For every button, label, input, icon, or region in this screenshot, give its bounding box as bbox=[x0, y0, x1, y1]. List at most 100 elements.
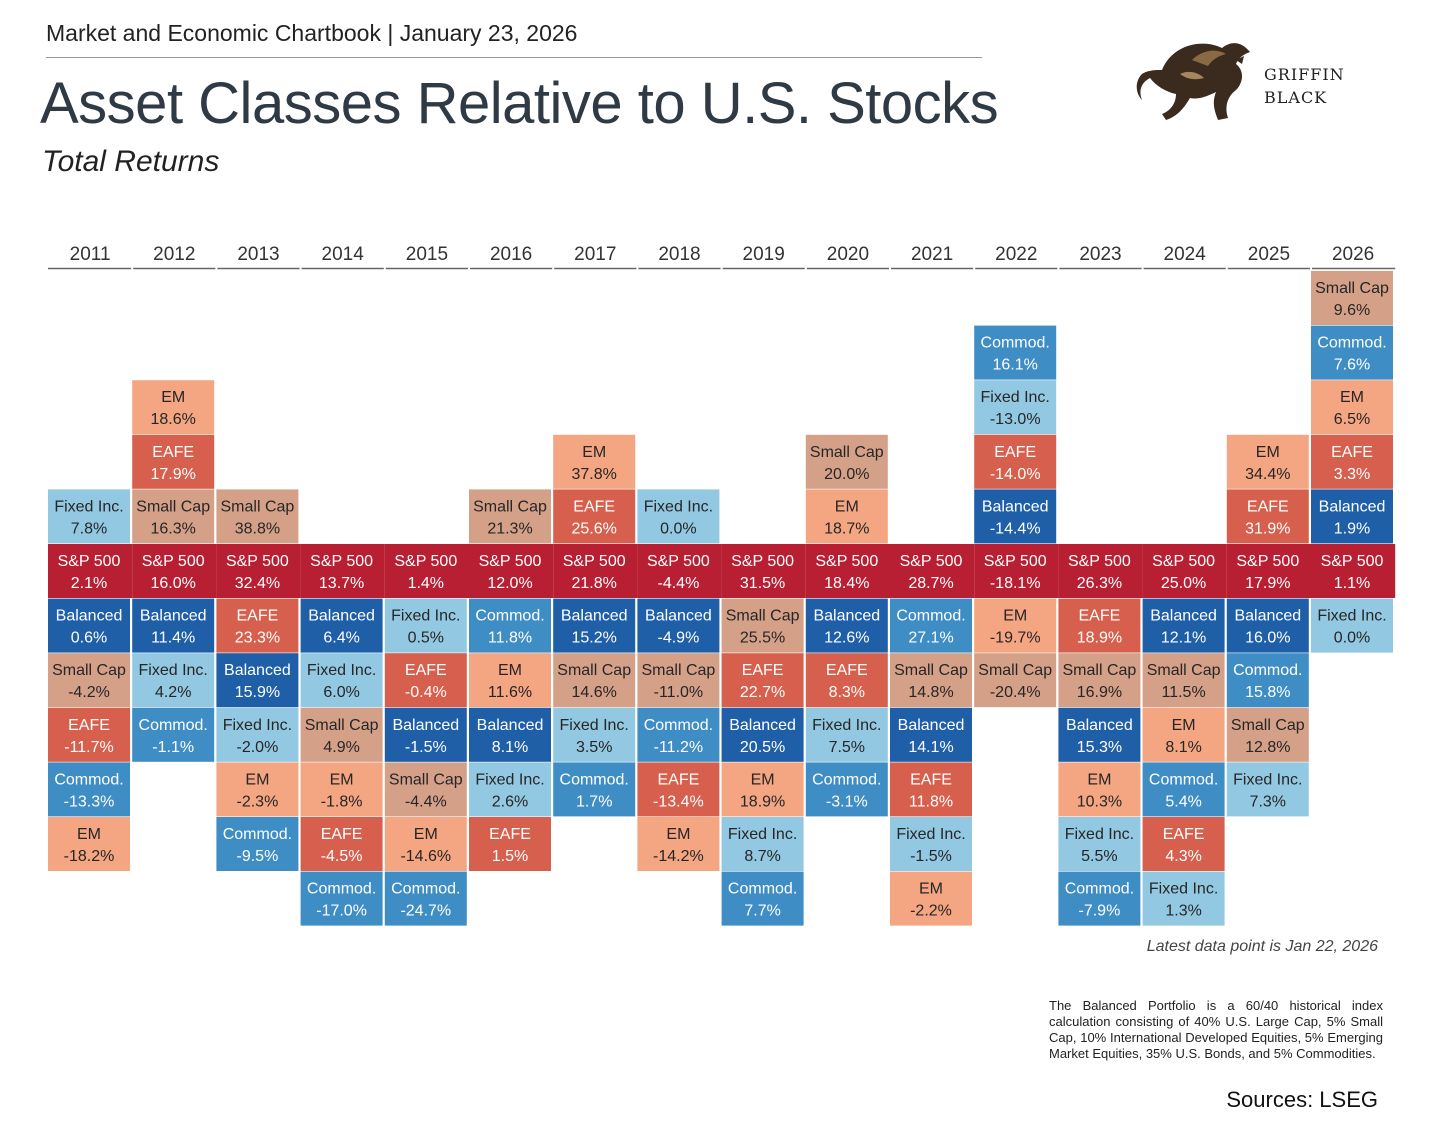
cell-2022-em: EM -19.7% bbox=[974, 598, 1057, 653]
cell-asset-label: EM bbox=[1172, 717, 1196, 734]
cell-return-value: 16.0% bbox=[151, 575, 196, 592]
cell-box bbox=[300, 871, 383, 926]
cell-box bbox=[721, 707, 804, 762]
cell-2015-em: EM -14.6% bbox=[384, 817, 467, 871]
cell-return-value: 18.9% bbox=[1077, 630, 1122, 647]
cell-return-value: -18.2% bbox=[64, 848, 115, 865]
cell-2011-eafe: EAFE -11.7% bbox=[48, 707, 130, 762]
cell-box bbox=[974, 434, 1057, 489]
sources-note: Sources: LSEG bbox=[1226, 1087, 1378, 1112]
cell-2012-em: EM 18.6% bbox=[132, 380, 215, 435]
cell-asset-label: S&P 500 bbox=[310, 553, 373, 570]
cell-asset-label: Small Cap bbox=[220, 498, 294, 515]
cell-asset-label: Balanced bbox=[1150, 608, 1217, 625]
cell-box bbox=[805, 489, 888, 544]
cell-2014-eafe: EAFE -4.5% bbox=[300, 817, 383, 871]
cell-2019-eafe: EAFE 22.7% bbox=[721, 653, 804, 708]
cell-asset-label: Commod. bbox=[139, 717, 208, 734]
cell-return-value: 26.3% bbox=[1077, 575, 1122, 592]
cell-2019-fixed-inc: Fixed Inc. 8.7% bbox=[721, 817, 804, 871]
cell-2016-small-cap: Small Cap 21.3% bbox=[469, 489, 551, 544]
year-label-2014: 2014 bbox=[322, 244, 365, 265]
cell-return-value: 31.9% bbox=[1245, 520, 1290, 537]
cell-box bbox=[469, 653, 551, 708]
cell-box bbox=[216, 762, 299, 817]
cell-box bbox=[469, 598, 551, 653]
cell-box bbox=[384, 598, 467, 653]
cell-asset-label: EM bbox=[414, 826, 438, 843]
cell-asset-label: Commod. bbox=[307, 881, 376, 898]
cell-asset-label: Balanced bbox=[645, 608, 712, 625]
cell-asset-label: EM bbox=[1087, 771, 1111, 788]
cell-return-value: 2.1% bbox=[71, 575, 107, 592]
cell-asset-label: Commod. bbox=[981, 335, 1050, 352]
cell-return-value: -1.5% bbox=[910, 848, 952, 865]
year-label-2022: 2022 bbox=[995, 244, 1037, 265]
cell-return-value: -20.4% bbox=[990, 684, 1041, 701]
cell-asset-label: Fixed Inc. bbox=[1065, 826, 1134, 843]
cell-2023-fixed-inc: Fixed Inc. 5.5% bbox=[1058, 817, 1141, 871]
cell-box bbox=[1226, 434, 1309, 489]
cell-box bbox=[469, 544, 554, 598]
cell-return-value: 22.7% bbox=[740, 684, 785, 701]
cell-2018-small-cap: Small Cap -11.0% bbox=[637, 653, 720, 708]
cell-return-value: 17.9% bbox=[151, 466, 196, 483]
cell-asset-label: S&P 500 bbox=[1236, 553, 1299, 570]
cell-asset-label: Small Cap bbox=[1147, 662, 1221, 679]
cell-return-value: -4.5% bbox=[321, 848, 363, 865]
cell-box bbox=[216, 598, 299, 653]
cell-2024-fixed-inc: Fixed Inc. 1.3% bbox=[1142, 871, 1225, 926]
year-label-2011: 2011 bbox=[70, 244, 111, 265]
cell-box bbox=[721, 544, 806, 598]
cell-2018-s-p-500: S&P 500 -4.4% bbox=[637, 544, 722, 598]
cell-return-value: 34.4% bbox=[1245, 466, 1290, 483]
cell-asset-label: Commod. bbox=[560, 771, 629, 788]
cell-box bbox=[637, 544, 722, 598]
cell-asset-label: EAFE bbox=[742, 662, 784, 679]
cell-asset-label: EM bbox=[330, 771, 354, 788]
cell-asset-label: Fixed Inc. bbox=[728, 826, 797, 843]
cell-return-value: 6.5% bbox=[1334, 411, 1370, 428]
cell-asset-label: Small Cap bbox=[641, 662, 715, 679]
cell-2026-balanced: Balanced 1.9% bbox=[1311, 489, 1393, 544]
cell-return-value: -4.9% bbox=[658, 630, 700, 647]
cell-asset-label: Balanced bbox=[982, 498, 1049, 515]
cell-asset-label: S&P 500 bbox=[900, 553, 963, 570]
cell-2025-fixed-inc: Fixed Inc. 7.3% bbox=[1226, 762, 1309, 817]
cell-box bbox=[1226, 707, 1309, 762]
cell-box bbox=[890, 653, 972, 708]
cell-asset-label: Balanced bbox=[477, 717, 544, 734]
cell-box bbox=[1058, 817, 1141, 871]
cell-return-value: 2.6% bbox=[492, 793, 528, 810]
cell-2018-em: EM -14.2% bbox=[637, 817, 720, 871]
cell-asset-label: Commod. bbox=[728, 881, 797, 898]
cell-return-value: 37.8% bbox=[572, 466, 617, 483]
cell-2023-small-cap: Small Cap 16.9% bbox=[1058, 653, 1141, 708]
cell-box bbox=[384, 762, 467, 817]
cell-asset-label: Balanced bbox=[140, 608, 207, 625]
cell-asset-label: Balanced bbox=[224, 662, 291, 679]
cell-box bbox=[1142, 817, 1225, 871]
cell-box bbox=[1311, 598, 1393, 653]
cell-box bbox=[48, 489, 130, 544]
cell-2017-em: EM 37.8% bbox=[553, 434, 636, 489]
cell-box bbox=[1226, 489, 1309, 544]
cell-2018-fixed-inc: Fixed Inc. 0.0% bbox=[637, 489, 720, 544]
cell-2013-small-cap: Small Cap 38.8% bbox=[216, 489, 299, 544]
cell-return-value: -1.5% bbox=[405, 739, 447, 756]
cell-asset-label: EM bbox=[1340, 389, 1364, 406]
cell-box bbox=[721, 598, 804, 653]
cell-asset-label: S&P 500 bbox=[563, 553, 626, 570]
cell-asset-label: EM bbox=[666, 826, 690, 843]
cell-box bbox=[1226, 762, 1309, 817]
cell-box bbox=[1226, 653, 1309, 708]
cell-2023-em: EM 10.3% bbox=[1058, 762, 1141, 817]
cell-return-value: 12.1% bbox=[1161, 630, 1206, 647]
cell-2012-eafe: EAFE 17.9% bbox=[132, 434, 215, 489]
cell-return-value: -18.1% bbox=[990, 575, 1041, 592]
cell-2026-s-p-500: S&P 500 1.1% bbox=[1311, 544, 1396, 598]
cell-box bbox=[637, 707, 720, 762]
cell-asset-label: S&P 500 bbox=[479, 553, 542, 570]
cell-return-value: -0.4% bbox=[405, 684, 447, 701]
cell-return-value: -2.0% bbox=[237, 739, 279, 756]
